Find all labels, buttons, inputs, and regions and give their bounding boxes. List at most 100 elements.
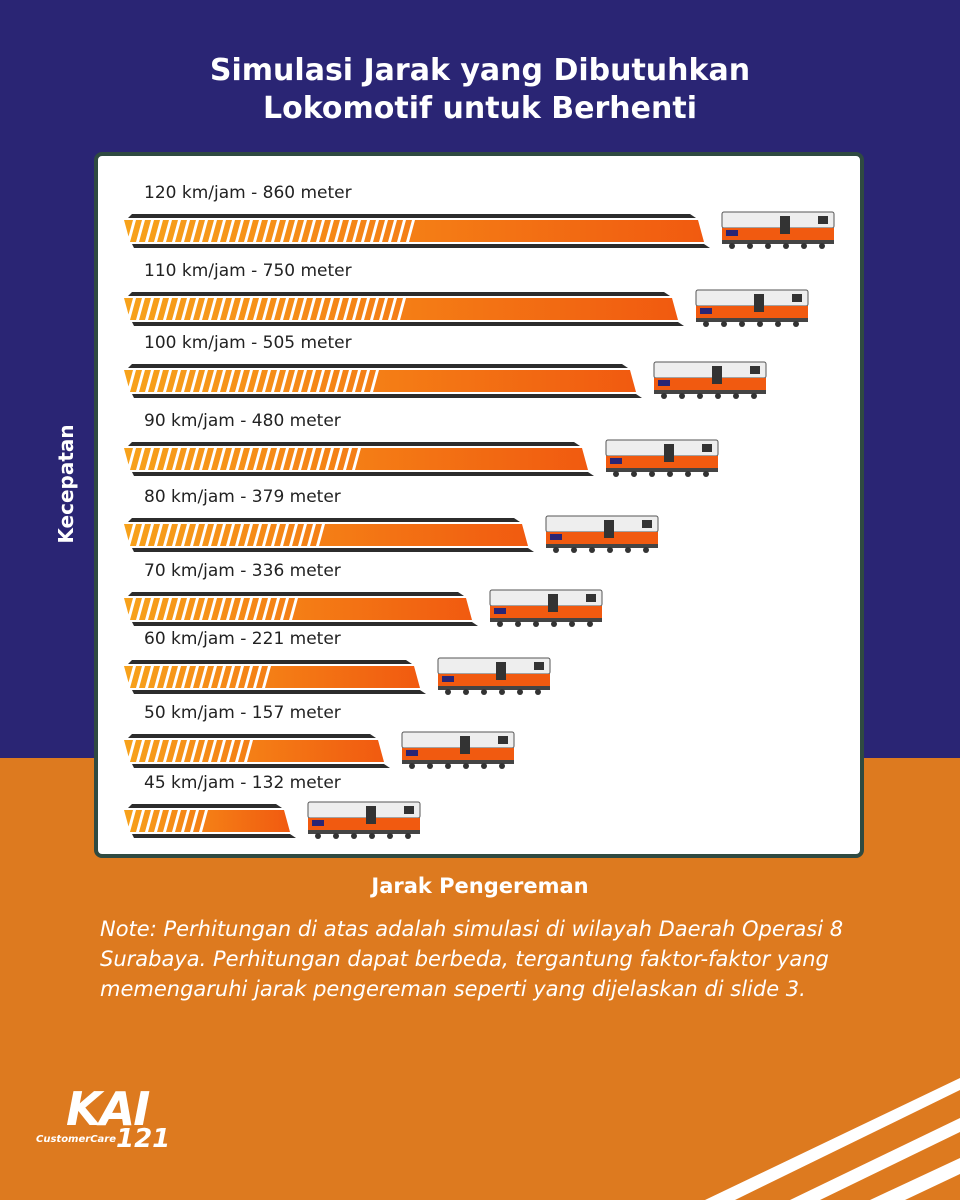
bar-hatch xyxy=(316,370,325,392)
bar-row: 110 km/jam - 750 meter xyxy=(124,261,809,327)
bar-hatch xyxy=(127,448,136,470)
bar-top-line xyxy=(128,518,520,522)
bar-hatch xyxy=(280,598,289,620)
bar-hatch xyxy=(217,666,226,688)
bar-hatch xyxy=(244,448,253,470)
bar-hatch xyxy=(163,810,172,832)
bar-hatch xyxy=(154,740,163,762)
bar-hatch xyxy=(136,740,145,762)
bar-hatch xyxy=(316,524,325,546)
bar-hatch xyxy=(154,448,163,470)
bar-hatch xyxy=(352,370,361,392)
bar-hatch xyxy=(217,220,226,242)
logo-number: 121 xyxy=(116,1124,171,1154)
bar-hatch xyxy=(190,598,199,620)
bar-hatch xyxy=(325,298,334,320)
bar-hatch xyxy=(136,666,145,688)
bar-hatch xyxy=(172,524,181,546)
bar-top-line xyxy=(128,442,580,446)
bar-hatch xyxy=(190,810,199,832)
bar-hatch xyxy=(199,810,208,832)
bar-hatch xyxy=(127,220,136,242)
bar-hatch xyxy=(217,598,226,620)
bar-hatch xyxy=(181,370,190,392)
bar-top-line xyxy=(128,804,282,808)
bar-hatch xyxy=(253,448,262,470)
bar-hatch xyxy=(316,298,325,320)
bar-hatch xyxy=(217,370,226,392)
note-text: Note: Perhitungan di atas adalah simulas… xyxy=(100,917,844,1001)
bar-hatch xyxy=(208,220,217,242)
bar-hatch xyxy=(244,740,253,762)
bar-hatch xyxy=(289,524,298,546)
chart-panel: 120 km/jam - 860 meter 110 km/jam - 750 m… xyxy=(94,152,864,858)
bar-hatch xyxy=(199,370,208,392)
bar-hatch xyxy=(325,220,334,242)
bar-hatch xyxy=(235,220,244,242)
bar-hatch xyxy=(244,298,253,320)
bar-bottom-line xyxy=(132,548,534,552)
bar-hatch xyxy=(307,298,316,320)
bar-top-line xyxy=(128,364,628,368)
bar-hatch xyxy=(289,220,298,242)
bar-hatch xyxy=(154,370,163,392)
bar-hatch xyxy=(388,298,397,320)
bar-hatch xyxy=(127,666,136,688)
bar-bottom-line xyxy=(132,690,426,694)
bar-hatch xyxy=(145,740,154,762)
bar-hatch xyxy=(343,220,352,242)
bar-hatch xyxy=(172,298,181,320)
bar-hatch xyxy=(226,298,235,320)
bar-hatch xyxy=(388,220,397,242)
bar-hatch xyxy=(271,524,280,546)
bar-hatch xyxy=(208,740,217,762)
bar-label: 45 km/jam - 132 meter xyxy=(144,773,341,793)
bar-hatch xyxy=(199,220,208,242)
bar-hatch xyxy=(127,524,136,546)
bar-hatch xyxy=(145,598,154,620)
bar-hatch xyxy=(235,448,244,470)
bar-label: 70 km/jam - 336 meter xyxy=(144,561,341,581)
bar-hatch xyxy=(271,220,280,242)
bar-hatch xyxy=(181,666,190,688)
bar-label: 60 km/jam - 221 meter xyxy=(144,629,341,649)
bar-hatch xyxy=(181,524,190,546)
bar-hatch xyxy=(145,298,154,320)
bar-hatch xyxy=(280,524,289,546)
bar-hatch xyxy=(190,448,199,470)
braking-distance-chart: 120 km/jam - 860 meter 110 km/jam - 750 m… xyxy=(124,183,835,839)
bar-bottom-line xyxy=(132,834,296,838)
bar-hatch xyxy=(343,448,352,470)
bar-hatch xyxy=(172,810,181,832)
bar-row: 100 km/jam - 505 meter xyxy=(124,333,767,399)
locomotive-icon xyxy=(401,731,515,769)
bar-hatch xyxy=(316,220,325,242)
bar-hatch xyxy=(190,524,199,546)
bar-hatch xyxy=(136,810,145,832)
bar-hatch xyxy=(262,666,271,688)
bar-bottom-line xyxy=(132,764,390,768)
bar-label: 120 km/jam - 860 meter xyxy=(144,183,352,203)
bar-hatch xyxy=(226,666,235,688)
bar-hatch xyxy=(352,298,361,320)
bar-hatch xyxy=(199,448,208,470)
title-line-1: Simulasi Jarak yang Dibutuhkan xyxy=(209,53,751,88)
bar-hatch xyxy=(298,448,307,470)
bar-hatch xyxy=(253,524,262,546)
bar-label: 110 km/jam - 750 meter xyxy=(144,261,352,281)
bar-hatch xyxy=(199,598,208,620)
bar-hatch xyxy=(217,298,226,320)
bar-hatch xyxy=(271,448,280,470)
x-axis-label: Jarak Pengereman xyxy=(371,874,589,898)
bar-hatch xyxy=(370,220,379,242)
bar-hatch xyxy=(145,810,154,832)
bar-hatch xyxy=(352,220,361,242)
bar-hatch xyxy=(253,666,262,688)
locomotive-icon xyxy=(695,289,809,327)
y-axis-label: Kecepatan xyxy=(54,424,78,544)
locomotive-icon xyxy=(437,657,551,695)
bar-hatch xyxy=(208,666,217,688)
bar-hatch xyxy=(154,810,163,832)
bar-hatch xyxy=(226,448,235,470)
bar-hatch xyxy=(172,740,181,762)
